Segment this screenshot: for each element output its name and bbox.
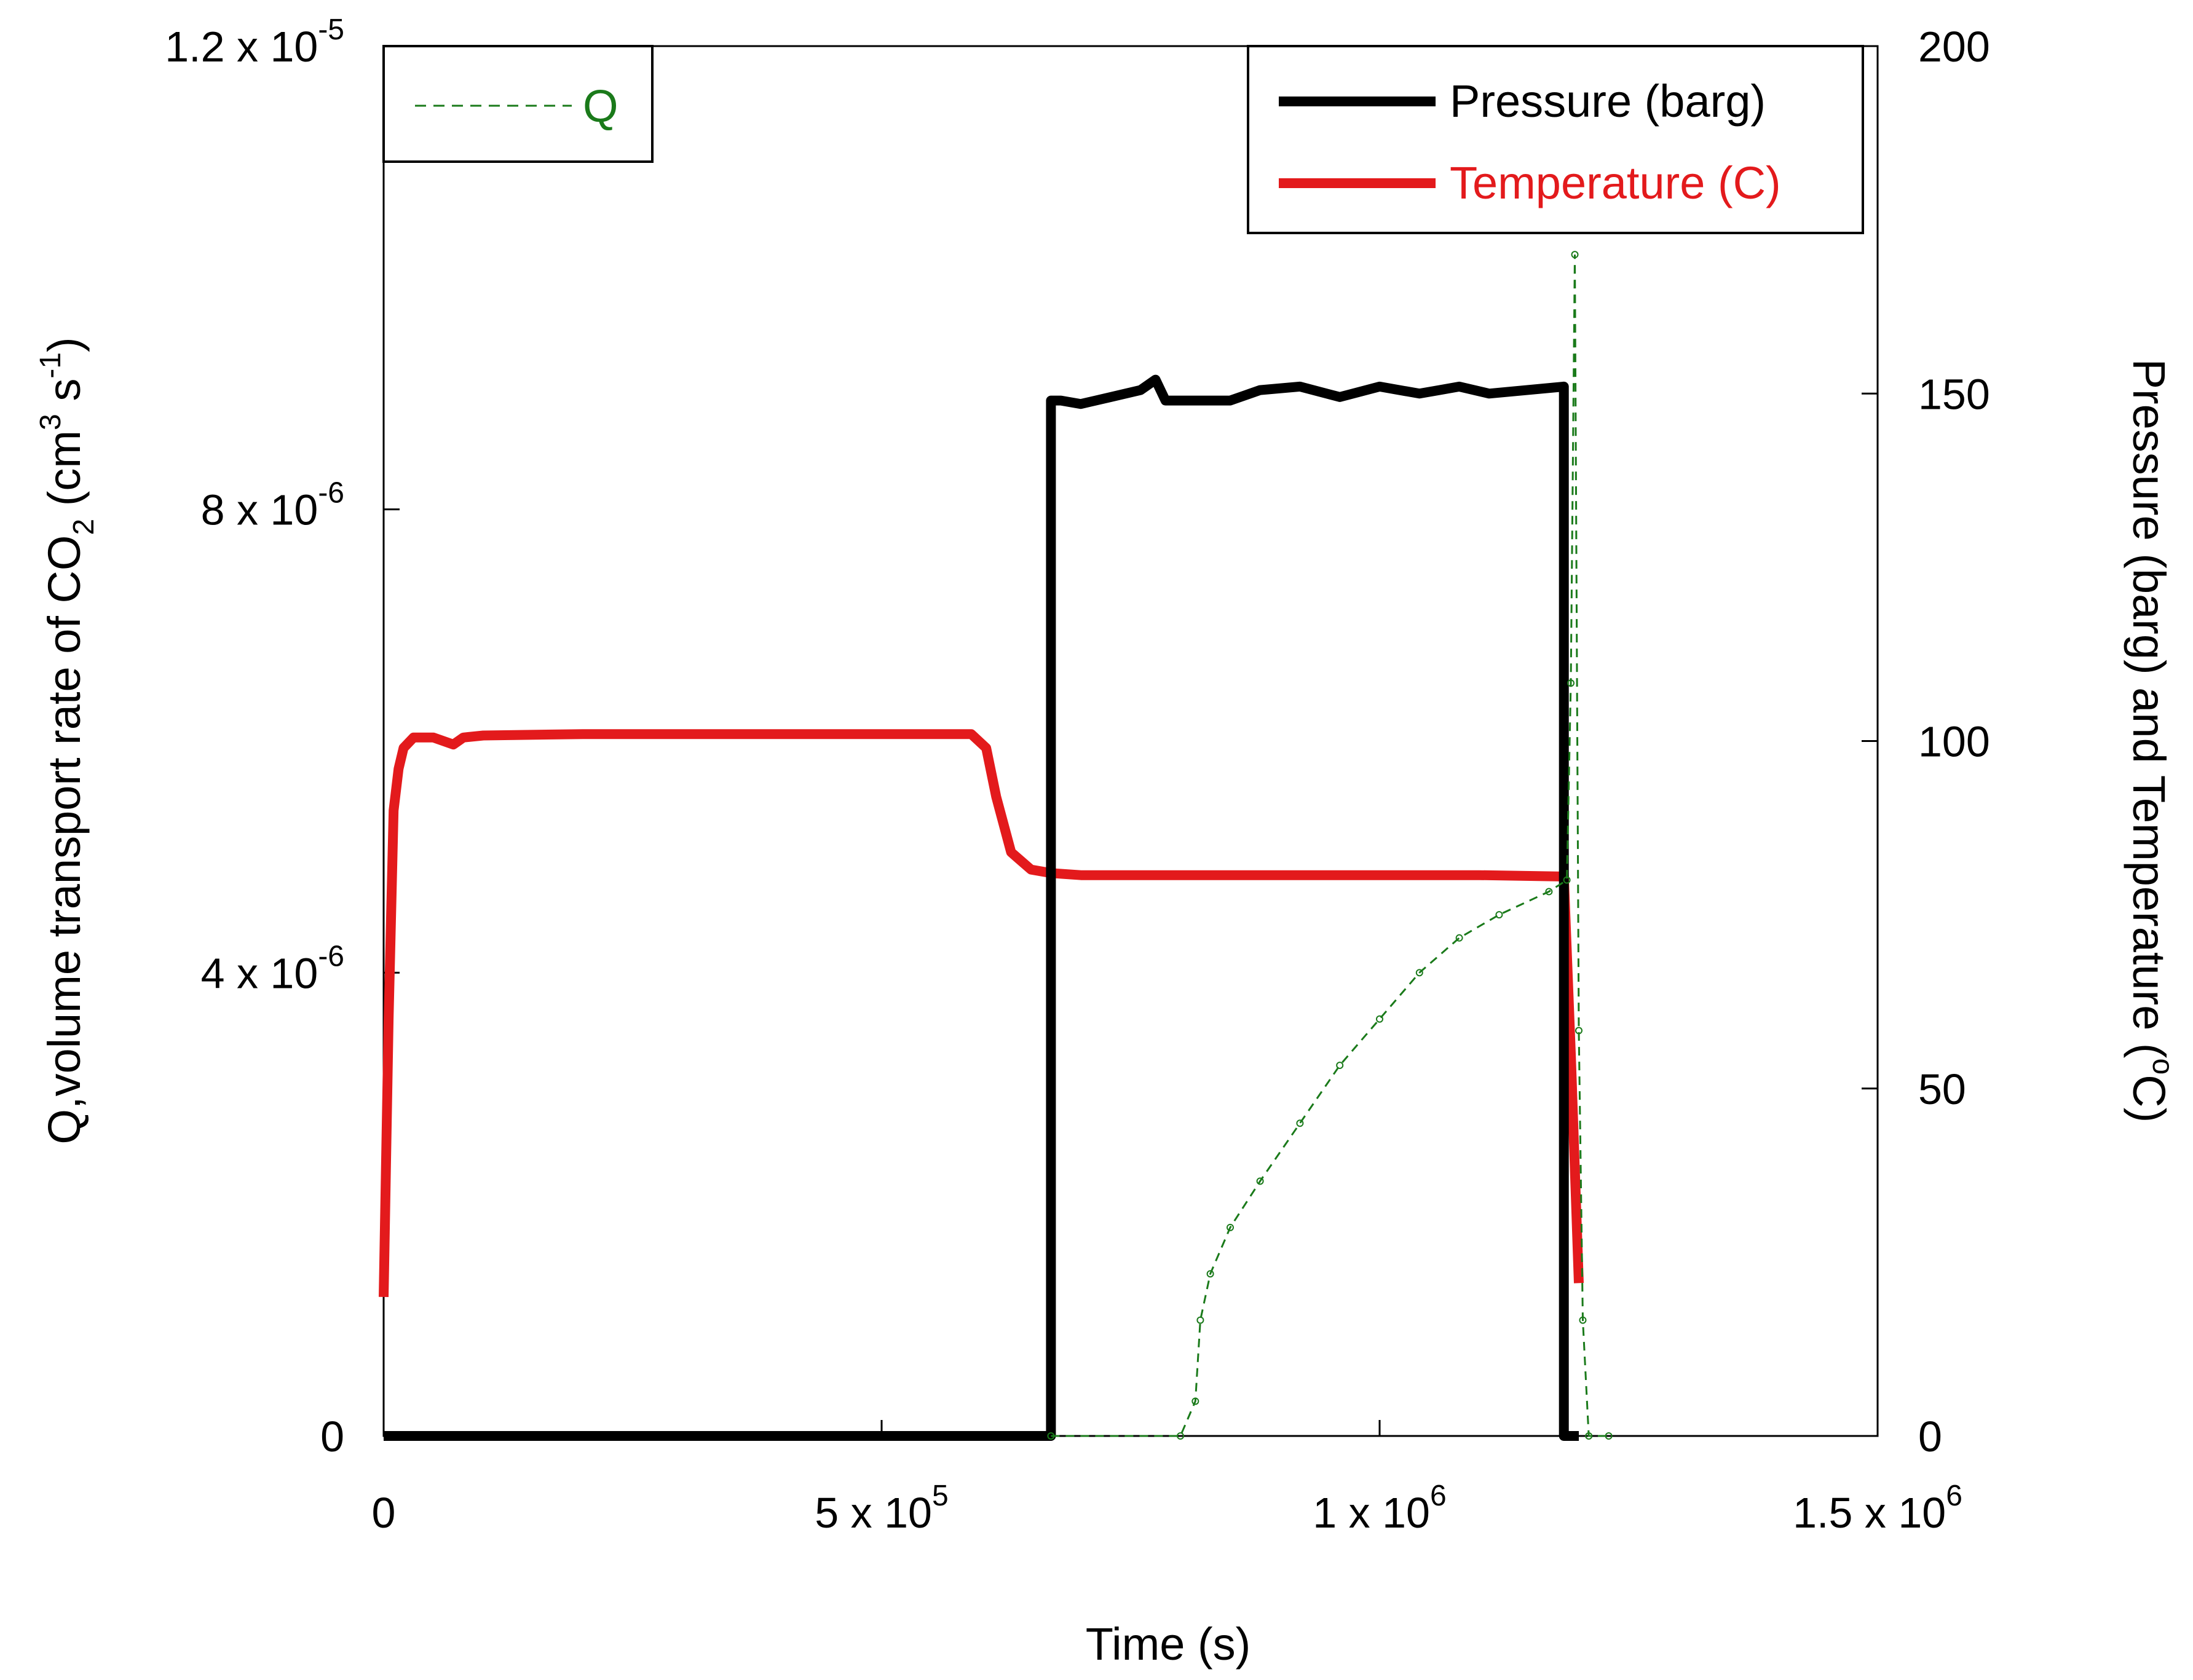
series-q-point <box>1047 1432 1055 1440</box>
y-right-tick-label: 50 <box>1918 1065 1966 1113</box>
legend-pressure-temperature: Pressure (barg) Temperature (C) <box>1247 45 1864 234</box>
x-tick-label: 0 <box>372 1489 396 1537</box>
series-q-point <box>1575 1027 1583 1035</box>
series-q-point <box>1415 969 1423 977</box>
series-q-point <box>1605 1432 1613 1440</box>
series-pressure-barg-line <box>384 374 1579 1441</box>
series-q-point <box>1455 934 1463 942</box>
y-right-tick-label: 150 <box>1918 370 1990 418</box>
y-left-tick-label: 1.2 x 10-5 <box>165 14 344 71</box>
legend-temperature-label: Temperature (C) <box>1450 157 1781 208</box>
x-axis-ticks: 0 5 x 105 1 x 106 1.5 x 106 <box>372 1420 1962 1537</box>
legend-q-box <box>382 45 654 163</box>
x-tick-label: 5 x 105 <box>815 1480 948 1537</box>
y-right-axis-label: Pressure (barg) and Temperature (oC) <box>2124 359 2179 1123</box>
y-right-tick-label: 0 <box>1918 1413 1942 1461</box>
series-q-point <box>1256 1177 1264 1185</box>
series-temperature-c-line <box>379 729 1584 1298</box>
series-q-point <box>1563 876 1571 884</box>
y-left-axis-label: Q,volume transport rate of CO2 (cm3 s-1) <box>34 337 100 1144</box>
y-left-tick-label: 8 x 10-6 <box>201 477 344 534</box>
series-q-point <box>1567 679 1575 687</box>
x-tick-label: 1.5 x 106 <box>1793 1480 1962 1537</box>
series-q-line <box>1051 254 1609 1437</box>
y-left-tick-label: 4 x 10-6 <box>201 940 344 997</box>
series-q-point <box>1579 1316 1587 1324</box>
series-q-point <box>1296 1119 1304 1127</box>
y-left-tick-label: 0 <box>320 1413 344 1461</box>
series-q-point <box>1191 1397 1199 1405</box>
y-right-tick-label: 200 <box>1918 23 1990 71</box>
series-layer <box>379 251 1613 1441</box>
series-q-point <box>1545 888 1553 896</box>
series-q-point <box>1177 1432 1184 1440</box>
series-q-point <box>1376 1015 1383 1023</box>
y-left-axis-ticks: 0 4 x 10-6 8 x 10-6 1.2 x 10-5 <box>165 14 400 1461</box>
series-q-point <box>1227 1223 1234 1231</box>
legend-pressure-label: Pressure (barg) <box>1450 76 1766 127</box>
y-right-axis-ticks: 0 50 100 150 200 <box>1862 23 1990 1461</box>
y-right-tick-label: 100 <box>1918 718 1990 766</box>
series-q-point <box>1196 1316 1204 1324</box>
series-q-point <box>1206 1270 1214 1278</box>
series-q-point <box>1585 1432 1593 1440</box>
x-axis-label: Time (s) <box>1086 1619 1251 1670</box>
legend-pt-box <box>1247 45 1864 234</box>
legend-q: Q <box>382 45 654 163</box>
series-q-point <box>1571 251 1579 259</box>
series-q-point <box>1336 1062 1344 1070</box>
plot-frame <box>382 45 1879 1437</box>
series-q-point <box>1495 911 1503 919</box>
x-tick-label: 1 x 106 <box>1313 1480 1446 1537</box>
legend-q-label: Q <box>583 81 618 132</box>
